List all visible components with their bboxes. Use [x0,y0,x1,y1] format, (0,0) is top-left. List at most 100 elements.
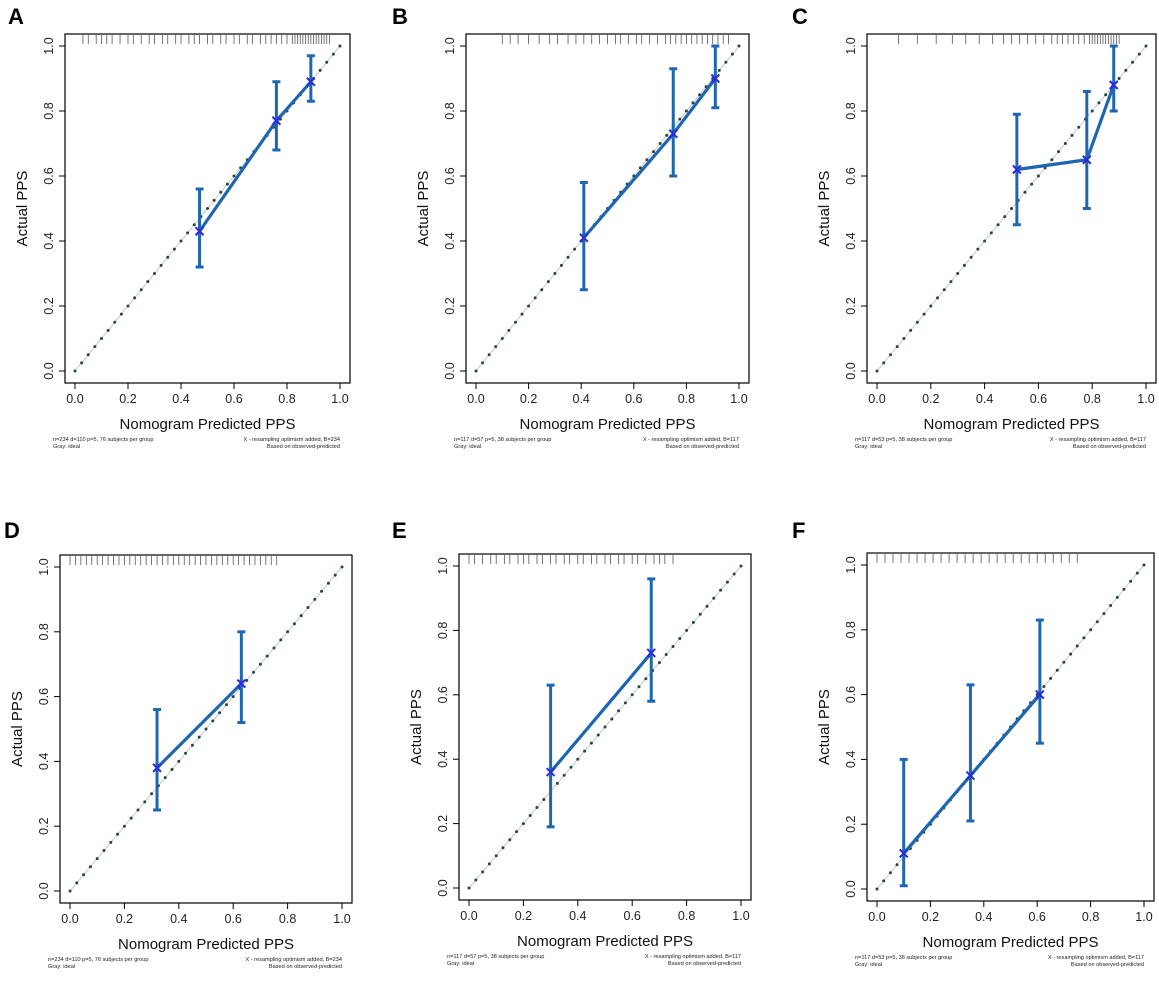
ideal-dot [82,873,86,877]
ideal-dot [617,709,621,713]
panel-f: F 0.0 0.2 0.4 0.6 0.8 1.0 0.0 0.2 0.4 0.6 0.8 1.0 Nom… [792,518,1155,968]
footnote-sample: n=117 d=53 p=5, 38 subjects per group [855,437,952,443]
y-axis-title: Actual PPS [14,171,31,247]
y-axis-title: Actual PPS [816,689,833,765]
ideal-dot [265,654,269,658]
ideal-dot [80,361,84,365]
ideal-dot [895,345,899,349]
ideal-dot [272,646,276,650]
ideal-dot [190,743,194,747]
cross-marker [1035,689,1045,700]
ideal-dot [929,304,933,308]
y-tick-label: 0.4 [42,232,56,249]
ideal-dot [596,733,600,737]
ideal-dot [1090,109,1094,113]
x-tick-label: 0.4 [975,910,992,924]
ideal-dot [630,693,634,697]
ideal-dot [487,862,491,866]
ideal-dot [218,711,222,715]
x-tick-label: 0.6 [225,912,242,926]
y-tick-label: 0.6 [436,686,450,703]
footnote-resampling: X - resampling optimism added, B=117 [1048,955,1144,961]
footnote-basis: Based on observed-predicted [668,961,741,967]
ideal-dot [1062,660,1066,664]
ideal-dot [93,345,97,349]
footnote-basis: Based on observed-predicted [666,444,739,450]
ideal-dot [1122,587,1126,591]
x-tick-label: 0.8 [279,912,296,926]
footnote-sample: n=117 d=53 p=5, 38 subjects per group [855,955,952,961]
ideal-dot [102,849,106,852]
y-tick-label: 0.8 [37,623,51,640]
footnote-legend: Gray: ideal [48,964,75,970]
ideal-dot [1135,571,1139,575]
cross-marker [194,226,205,236]
ideal-dot [739,564,743,568]
footnote-sample: n=234 d=110 p=5, 76 subjects per group [53,437,154,443]
y-tick-label: 0.4 [443,232,457,249]
y-tick-label: 0.2 [844,815,858,832]
ideal-dot [481,870,485,874]
ideal-dot [109,840,113,844]
footnote-sample: n=117 d=57 p=5, 38 subjects per group [454,437,551,443]
ideal-dot [325,60,329,64]
ideal-dot [949,280,953,284]
ideal-dot [88,865,92,869]
cross-marker [271,116,282,126]
cross-marker [1082,155,1092,165]
panel-a: A 0.0 0.2 0.4 0.6 0.8 1.0 0.0 0.2 0.4 0.6 0.8 1.0 Nom… [8,4,351,450]
ideal-dot [566,255,570,259]
cross-marker [152,763,162,773]
ideal-dot [698,93,702,97]
ideal-dot [562,773,566,777]
ideal-dot [129,816,133,820]
ideal-dot [333,573,337,577]
ideal-dot [206,207,209,210]
ideal-dot [481,361,485,365]
panel-letter: F [792,518,805,543]
ideal-dot [527,304,531,308]
y-tick-label: 0.6 [443,167,457,184]
cross-marker [306,77,316,87]
ideal-dot [340,565,344,569]
ideal-dot [719,588,723,592]
ideal-dot [875,369,879,373]
ideal-dot [1095,620,1099,624]
y-tick-label: 1.0 [42,37,56,54]
y-tick-label: 1.0 [37,558,51,575]
x-tick-label: 0.2 [119,392,136,406]
x-tick-label: 0.8 [278,392,295,406]
ideal-dot [1109,604,1113,607]
y-tick-label: 0.2 [443,297,457,314]
ideal-dot [95,857,99,861]
y-tick-label: 0.0 [844,362,858,379]
ideal-dot [197,735,201,739]
footnote-legend: Gray: ideal [855,444,882,450]
ideal-dot [116,832,120,836]
ideal-dot [1142,563,1146,567]
ideal-dot [888,871,892,875]
y-tick-label: 0.8 [844,621,858,638]
footnote-legend: Gray: ideal [855,962,882,968]
ideal-dot [1144,44,1148,48]
cross-marker [579,233,589,243]
y-tick-label: 1.0 [443,37,457,54]
ideal-dot [1097,101,1101,105]
ideal-dot [645,158,649,162]
plot-frame [59,554,353,904]
ideal-dot [515,830,519,834]
x-tick-label: 0.0 [61,912,78,926]
panel-letter: C [792,4,808,29]
x-tick-label: 0.4 [573,392,590,406]
footnote-resampling: X - resampling optimism added, B=234 [243,437,340,443]
ideal-dot [86,353,90,357]
ideal-dot [306,606,310,609]
cross-marker [898,848,909,859]
ideal-dot [1023,190,1027,194]
ideal-dot [212,198,216,202]
x-tick-label: 0.6 [225,392,242,406]
ideal-dot [143,800,147,804]
ideal-dot [902,337,906,340]
ideal-dot [678,117,682,121]
footnote-legend: Gray: ideal [447,961,474,967]
